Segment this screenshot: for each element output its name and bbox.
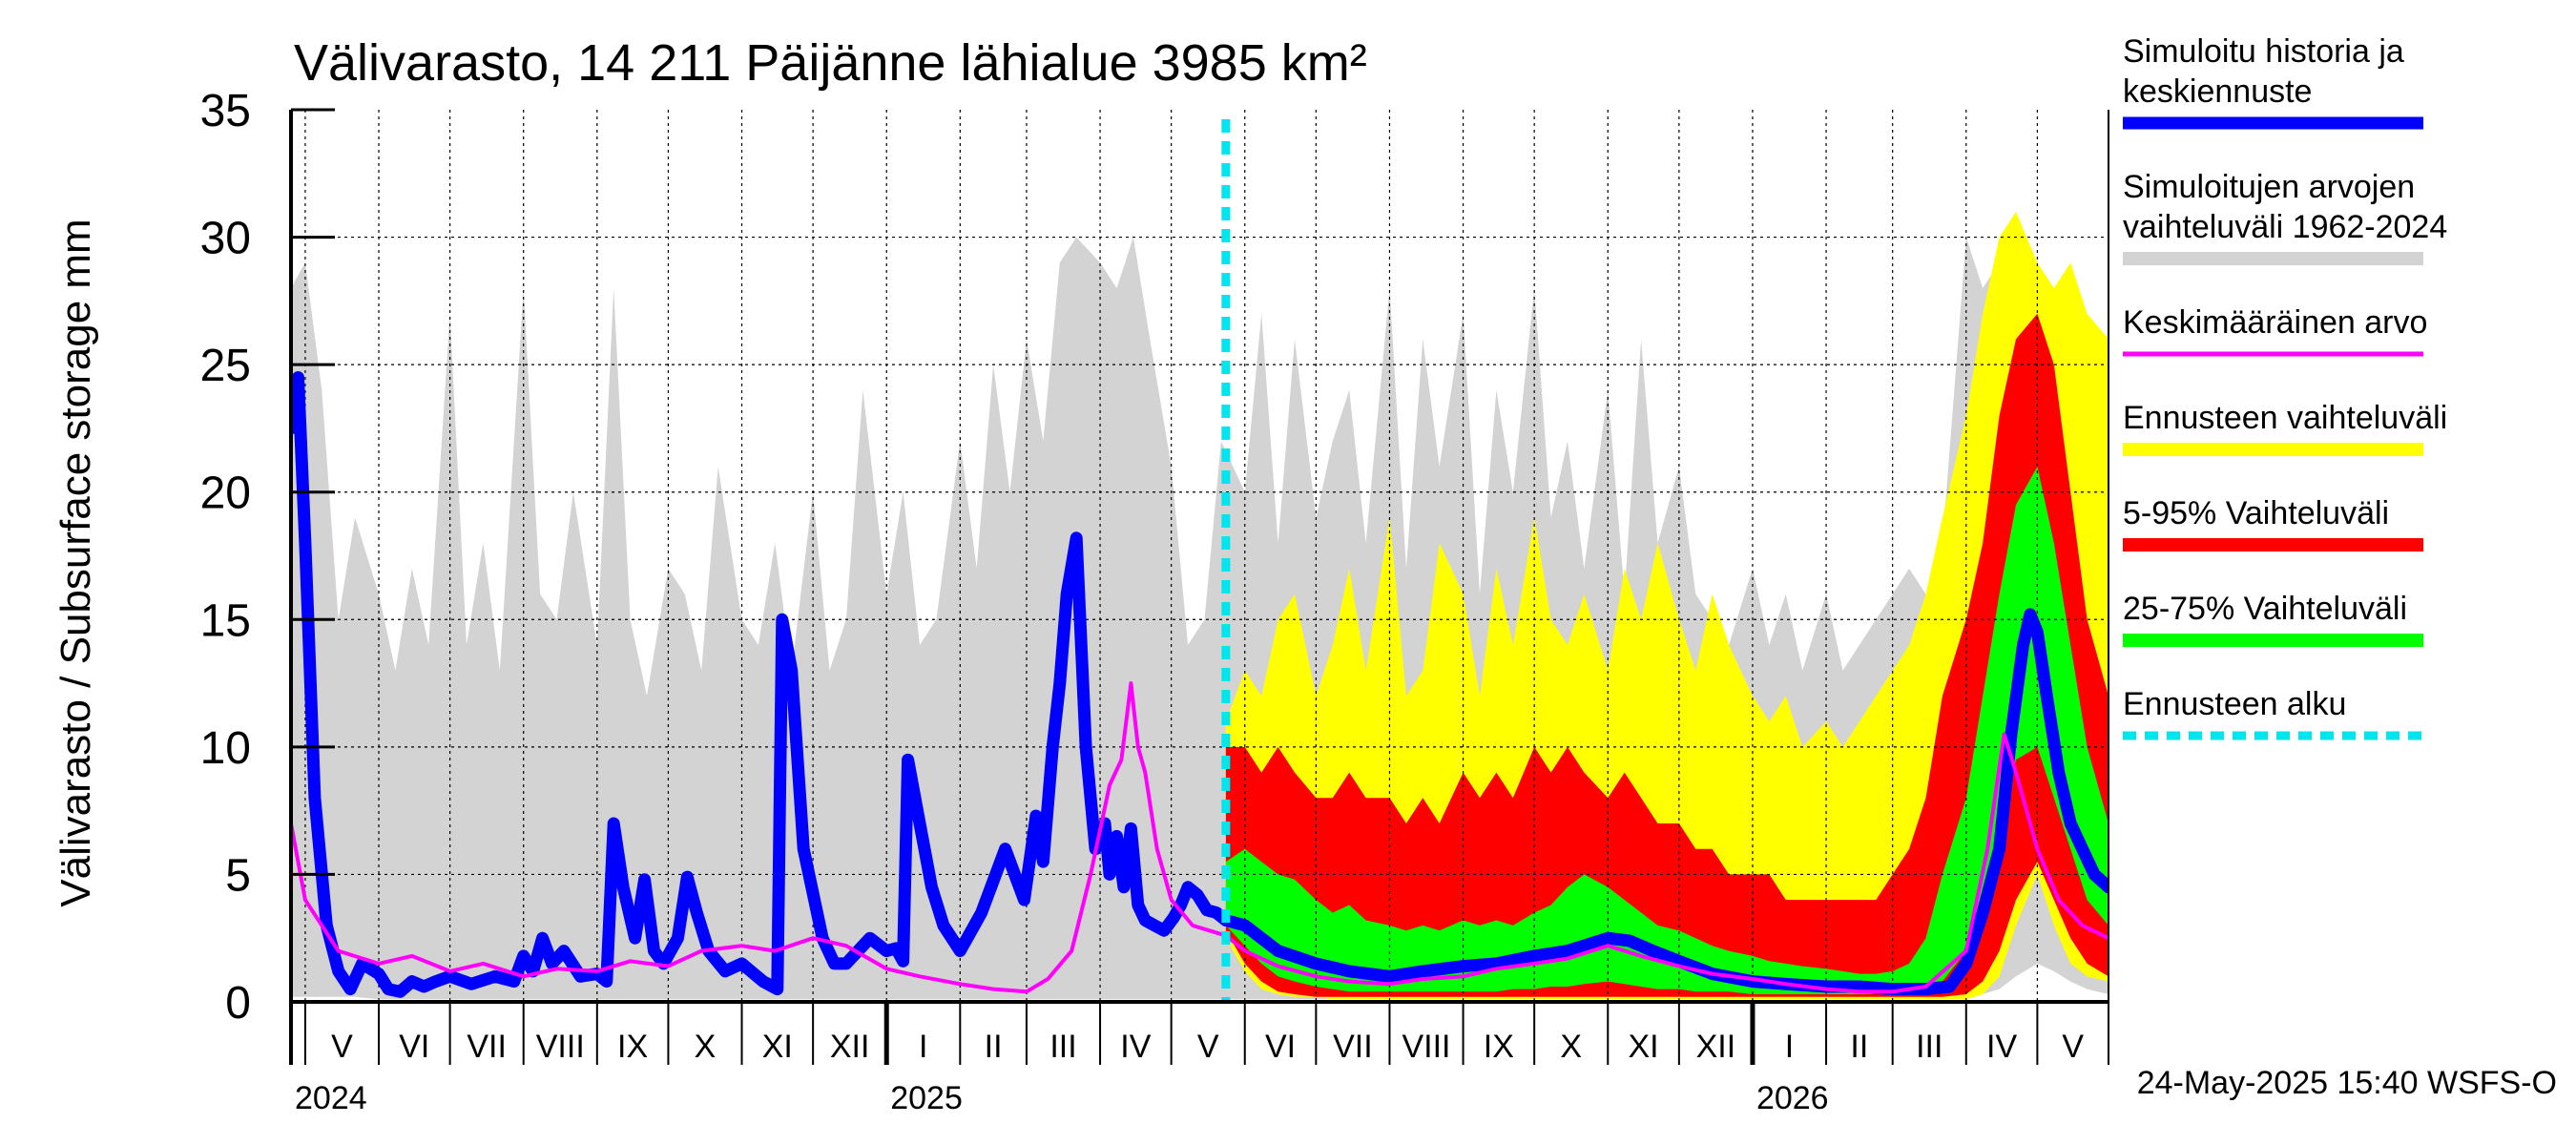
series-line-mean xyxy=(291,681,2109,994)
month-label: VIII xyxy=(1402,1029,1450,1065)
legend-label: Ennusteen alku xyxy=(2123,686,2346,722)
month-label: VII xyxy=(1333,1029,1373,1065)
legend-label: vaihteluväli 1962-2024 xyxy=(2123,209,2447,245)
band-1 xyxy=(1225,211,2109,1000)
month-label: I xyxy=(1785,1029,1794,1065)
band-3 xyxy=(1225,467,2109,994)
month-label: V xyxy=(331,1029,353,1065)
month-label: VI xyxy=(1265,1029,1296,1065)
month-label: VII xyxy=(467,1029,507,1065)
month-label: II xyxy=(985,1029,1003,1065)
month-label: IX xyxy=(1484,1029,1514,1065)
legend-label: Ennusteen vaihteluväli xyxy=(2123,400,2447,436)
y-tick-label: 25 xyxy=(200,341,251,391)
month-label: IX xyxy=(617,1029,648,1065)
month-label: III xyxy=(1049,1029,1076,1065)
y-tick-label: 10 xyxy=(200,723,251,774)
month-label: VIII xyxy=(536,1029,585,1065)
month-label: IV xyxy=(1986,1029,2017,1065)
year-label: 2024 xyxy=(295,1080,367,1116)
year-label: 2025 xyxy=(890,1080,963,1116)
y-tick-label: 15 xyxy=(200,595,251,646)
legend-label: 25-75% Vaihteluväli xyxy=(2123,591,2407,627)
timestamp: 24-May-2025 15:40 WSFS-O xyxy=(2137,1065,2557,1101)
month-label: V xyxy=(2062,1029,2084,1065)
month-label: II xyxy=(1850,1029,1868,1065)
month-label: III xyxy=(1916,1029,1942,1065)
chart-title: Välivarasto, 14 211 Päijänne lähialue 39… xyxy=(294,34,1367,92)
legend-label: keskiennuste xyxy=(2123,73,2312,110)
month-label: XII xyxy=(1696,1029,1736,1065)
legend-label: Keskimääräinen arvo xyxy=(2123,304,2427,341)
month-label: IV xyxy=(1120,1029,1151,1065)
legend-label: Simuloitujen arvojen xyxy=(2123,169,2415,205)
y-axis-label: Välivarasto / Subsurface storage mm xyxy=(52,219,99,906)
month-label: XI xyxy=(1628,1029,1658,1065)
month-label: X xyxy=(695,1029,717,1065)
month-label: VI xyxy=(399,1029,429,1065)
y-tick-label: 0 xyxy=(225,978,251,1029)
year-label: 2026 xyxy=(1756,1080,1829,1116)
y-tick-label: 35 xyxy=(200,86,251,136)
legend-label: Simuloitu historia ja xyxy=(2123,33,2404,70)
legend-label: 5-95% Vaihteluväli xyxy=(2123,495,2389,531)
month-label: X xyxy=(1560,1029,1582,1065)
month-label: XII xyxy=(830,1029,870,1065)
y-tick-label: 5 xyxy=(225,850,251,901)
month-label: XI xyxy=(762,1029,793,1065)
band-2 xyxy=(1225,313,2109,997)
y-tick-label: 20 xyxy=(200,468,251,519)
month-label: I xyxy=(919,1029,927,1065)
month-label: V xyxy=(1197,1029,1219,1065)
y-tick-label: 30 xyxy=(200,214,251,264)
